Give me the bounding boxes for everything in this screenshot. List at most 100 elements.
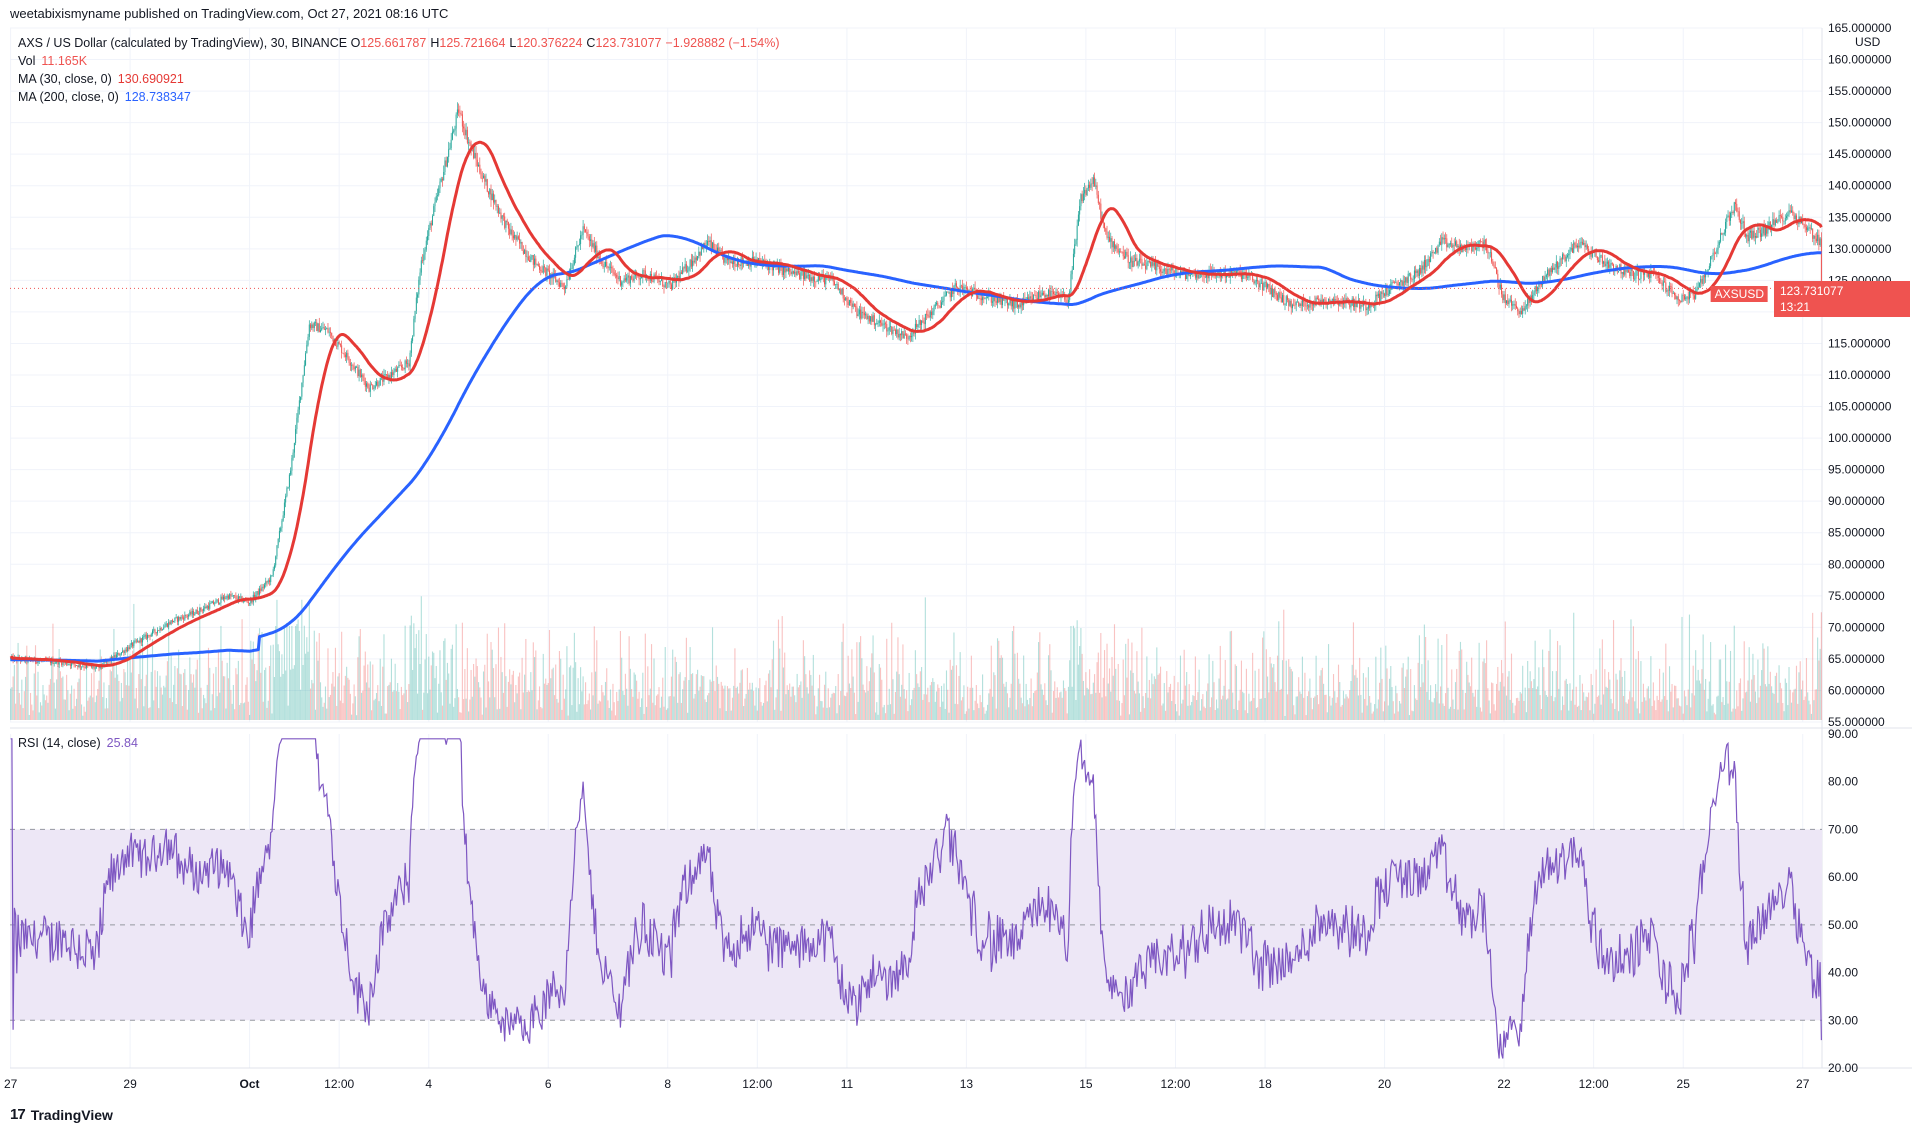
rsi-legend[interactable]: RSI (14, close) 25.84 xyxy=(18,736,138,750)
volume-bar xyxy=(403,693,405,720)
candle-body xyxy=(68,664,70,665)
volume-bar xyxy=(990,645,992,720)
candle-body xyxy=(1649,273,1651,278)
volume-bar xyxy=(475,658,477,720)
volume-bar xyxy=(1044,683,1046,720)
volume-bar xyxy=(540,707,542,720)
rsi-tick-label: 20.00 xyxy=(1828,1061,1858,1075)
volume-bar xyxy=(357,657,359,720)
candle-body xyxy=(521,242,523,251)
volume-bar xyxy=(1711,705,1713,720)
ma30-legend[interactable]: MA (30, close, 0) 130.690921 xyxy=(18,72,184,86)
volume-bar xyxy=(1761,670,1763,720)
candle-body xyxy=(140,638,142,643)
volume-bar xyxy=(1220,699,1223,720)
ma200-legend[interactable]: MA (200, close, 0) 128.738347 xyxy=(18,90,191,104)
candle-body xyxy=(731,261,733,265)
volume-bar xyxy=(1040,684,1042,720)
price-tick-label: 95.000000 xyxy=(1828,463,1885,477)
candle-body xyxy=(139,638,141,643)
volume-bar xyxy=(944,708,946,720)
volume-bar xyxy=(866,666,868,720)
volume-bar xyxy=(721,685,724,720)
candle-body xyxy=(61,661,63,665)
volume-bar xyxy=(1015,709,1017,720)
candle-body xyxy=(1081,194,1083,202)
volume-bar xyxy=(1549,629,1551,720)
volume-bar xyxy=(1010,683,1012,720)
candle-body xyxy=(149,635,151,637)
volume-bar xyxy=(1122,659,1124,720)
candle-body xyxy=(933,306,935,312)
candle-body xyxy=(246,600,248,602)
candle-body xyxy=(1323,299,1325,304)
candle-body xyxy=(1427,258,1429,266)
volume-bar xyxy=(648,695,650,720)
candle-body xyxy=(277,538,279,546)
volume-bar xyxy=(473,663,475,720)
volume-bar xyxy=(1503,686,1505,720)
candle-body xyxy=(1646,271,1648,277)
candle-body xyxy=(606,261,608,267)
volume-bar xyxy=(633,672,635,720)
volume-bar xyxy=(468,711,470,720)
volume-bar xyxy=(1484,663,1486,720)
candle-body xyxy=(530,256,532,262)
volume-bar xyxy=(758,688,760,720)
volume-legend[interactable]: Vol 11.165K xyxy=(18,54,87,68)
volume-bar xyxy=(599,701,602,720)
volume-bar xyxy=(593,626,595,720)
candle-body xyxy=(857,314,859,316)
candle-body xyxy=(1634,278,1636,280)
volume-bar xyxy=(565,689,567,720)
candle-body xyxy=(1791,210,1793,213)
candle-body xyxy=(759,258,761,262)
candle-body xyxy=(516,236,518,240)
candle-body xyxy=(730,261,732,263)
volume-bar xyxy=(438,683,440,720)
volume-bar xyxy=(200,687,202,720)
candle-body xyxy=(835,284,837,285)
volume-bar xyxy=(1075,699,1077,720)
candle-body xyxy=(1428,258,1430,262)
volume-bar xyxy=(723,688,725,720)
candle-body xyxy=(507,222,509,229)
candle-body xyxy=(1080,194,1082,207)
candle-body xyxy=(128,647,130,650)
candle-body xyxy=(942,300,944,303)
volume-bar xyxy=(221,660,223,720)
volume-bar xyxy=(1038,642,1040,720)
volume-bar xyxy=(753,690,755,720)
volume-bar xyxy=(1423,624,1425,720)
volume-bar xyxy=(1487,688,1489,720)
candle-body xyxy=(796,270,798,276)
tradingview-logo[interactable]: 17 TradingView xyxy=(10,1106,113,1123)
candle-body xyxy=(1040,295,1042,298)
candle-body xyxy=(275,556,277,566)
time-tick-label: 12:00 xyxy=(324,1077,354,1091)
volume-bar xyxy=(1101,697,1103,720)
candle-body xyxy=(1542,275,1544,286)
volume-bar xyxy=(695,674,697,720)
volume-bar xyxy=(506,706,508,720)
currency-label[interactable]: USD xyxy=(1853,34,1883,50)
volume-bar xyxy=(725,711,727,720)
candle-body xyxy=(1657,275,1659,278)
volume-bar xyxy=(291,625,293,720)
volume-bar xyxy=(1337,664,1340,720)
volume-bar xyxy=(1395,685,1397,720)
volume-bar xyxy=(139,637,141,720)
volume-bar xyxy=(1034,691,1036,720)
volume-bar xyxy=(699,686,701,720)
candle-body xyxy=(268,580,270,583)
candle-body xyxy=(992,301,994,303)
volume-bar xyxy=(1733,625,1735,720)
volume-bar xyxy=(134,698,136,720)
symbol-legend[interactable]: AXS / US Dollar (calculated by TradingVi… xyxy=(18,36,783,50)
volume-bar xyxy=(820,700,822,720)
volume-bar xyxy=(426,693,429,720)
candle-body xyxy=(58,660,60,665)
candle-body xyxy=(1398,282,1400,286)
candle-body xyxy=(1010,299,1012,307)
